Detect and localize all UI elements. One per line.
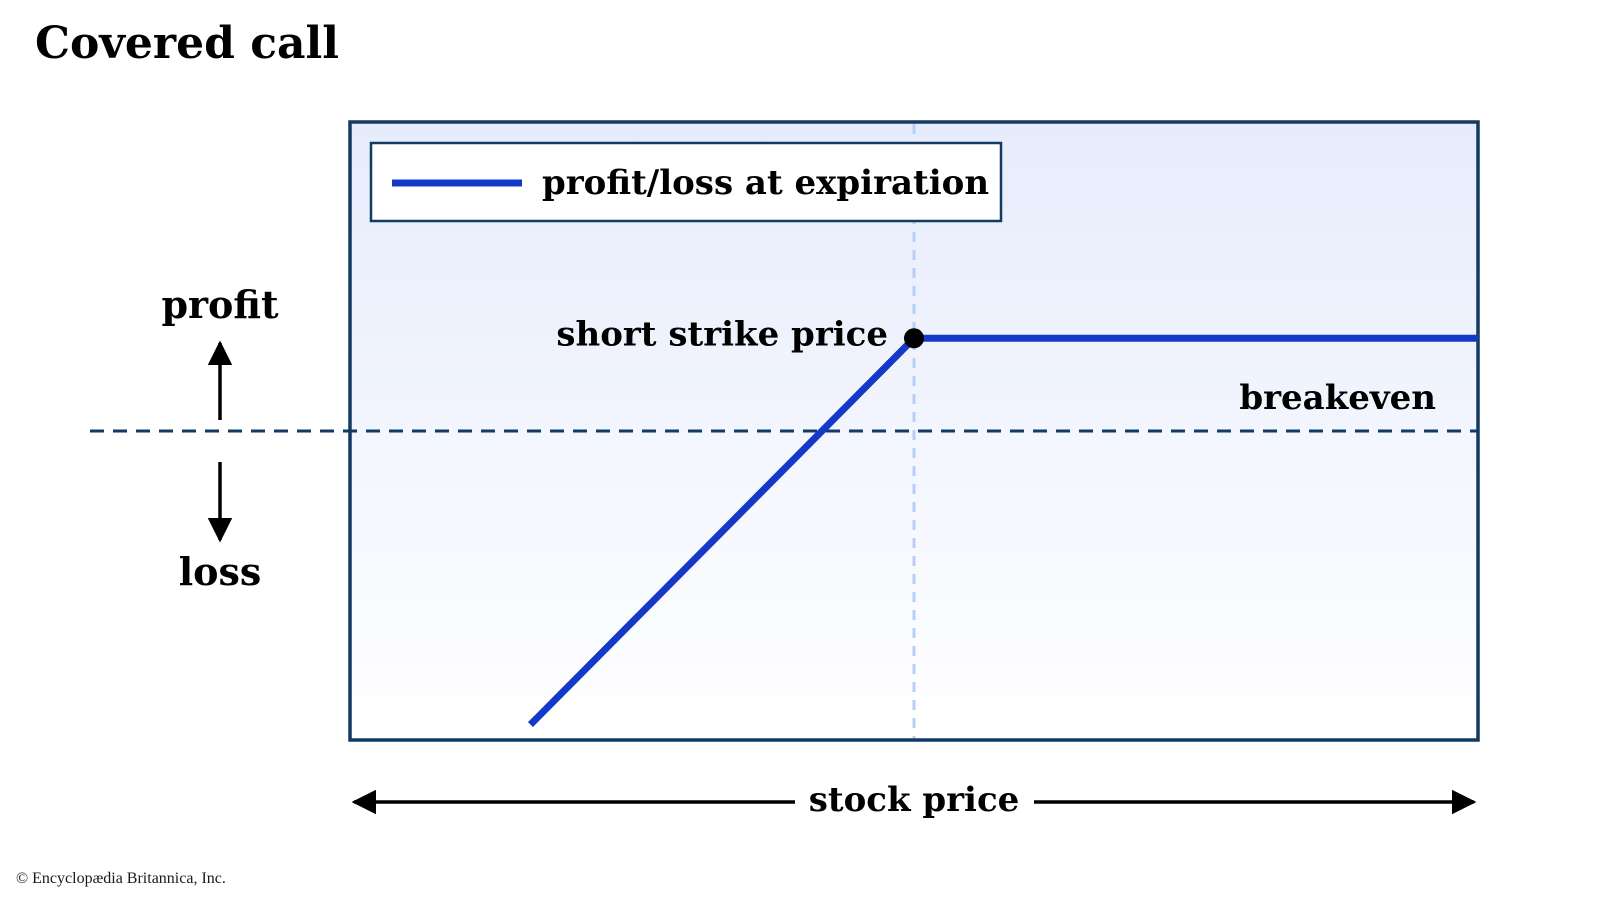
y-down-label: loss [179,549,262,594]
legend-box [369,141,1003,223]
strike-label: short strike price [556,314,888,354]
strike-point [904,328,924,349]
x-axis-label: stock price [809,780,1020,820]
copyright-credit: © Encyclopædia Britannica, Inc. [16,870,226,887]
breakeven-label: breakeven [1239,378,1436,418]
legend: profit/loss at expiration [369,141,1003,223]
legend-label: profit/loss at expiration [542,163,989,203]
y-up-label: profit [161,282,279,327]
chart-title: Covered call [35,18,339,69]
